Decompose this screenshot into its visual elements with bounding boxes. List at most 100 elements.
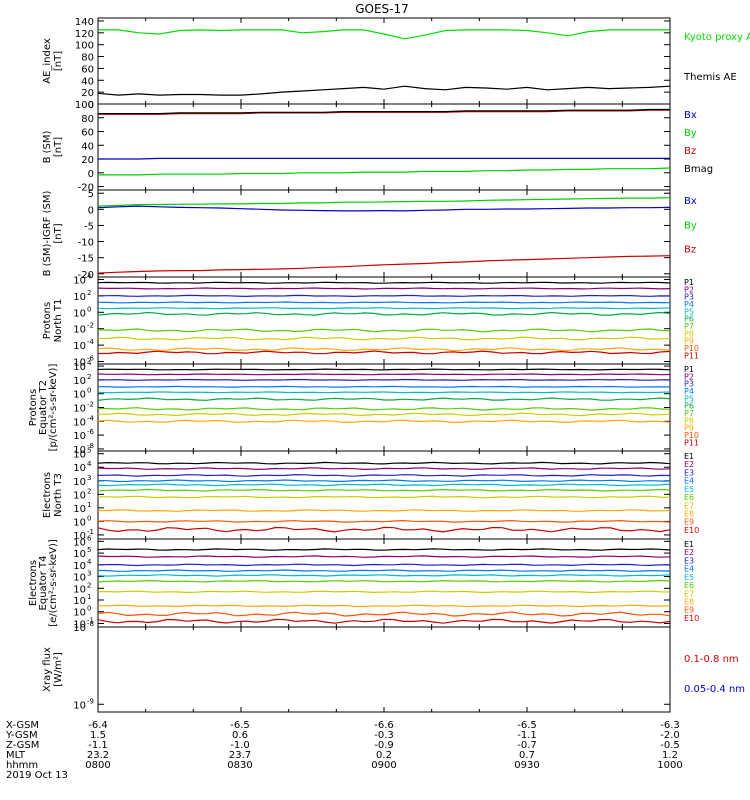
y-axis-label: Electrons (28, 560, 39, 606)
legend-label-e8: E8 (684, 597, 694, 606)
series-line-e9 (97, 519, 671, 523)
y-tick-exponent: 2 (87, 581, 91, 589)
ephemeris-value: 0830 (227, 760, 252, 771)
legend-label-p4: P4 (684, 300, 694, 309)
series-line-p5 (97, 391, 671, 394)
y-axis-label: B (SM) (42, 130, 53, 163)
legend-label-e6: E6 (684, 581, 694, 590)
y-axis-label: B (SM)-IGRF (SM) (42, 191, 53, 277)
series-line-p1 (97, 281, 671, 284)
y-tick-label: 20 (81, 88, 94, 99)
legend-label-p2: P2 (684, 372, 694, 381)
panel-frame (97, 189, 671, 278)
ephemeris-value: -6.3 (660, 720, 680, 731)
legend-label-by: By (684, 128, 697, 139)
panel-frame (97, 103, 671, 191)
y-tick-label: 10 (73, 390, 86, 401)
y-tick-exponent: -4 (87, 414, 95, 422)
y-axis-label: [nT] (53, 137, 64, 157)
y-tick-label: 10 (73, 573, 86, 584)
y-tick-exponent: 4 (87, 359, 92, 367)
ephemeris-value: -6.6 (374, 720, 394, 731)
series-line-e10 (97, 526, 671, 533)
y-tick-label: -5 (84, 221, 94, 232)
panel-frame (97, 276, 671, 365)
y-tick-exponent: -9 (87, 697, 94, 705)
ephemeris-value: 1.5 (90, 730, 106, 741)
y-tick-exponent: -2 (87, 322, 94, 330)
y-tick-exponent: -6 (87, 355, 95, 363)
y-tick-exponent: 5 (87, 447, 91, 455)
series-line-by (97, 197, 671, 207)
ephemeris-value: -0.7 (517, 740, 537, 751)
series-line-p7 (97, 328, 671, 333)
legend-label-bz: Bz (684, 146, 696, 157)
y-axis-label: Equator T2 (38, 380, 49, 435)
legend-label-p4: P4 (684, 387, 694, 396)
series-line-p4 (97, 385, 671, 388)
y-tick-exponent: 0 (87, 605, 91, 613)
ephemeris-label: Y-GSM (5, 730, 38, 741)
legend-label-e10: E10 (684, 526, 699, 535)
legend-label-p9: P9 (684, 424, 694, 433)
y-axis-label: North T3 (53, 473, 64, 517)
ephemeris-value: 0.7 (519, 750, 535, 761)
series-line-e8 (98, 509, 671, 512)
legend-label-p7: P7 (684, 409, 694, 418)
y-tick-label: 80 (81, 53, 94, 64)
y-axis-label: [nT] (53, 51, 64, 71)
y-tick-label: 10 (73, 292, 86, 303)
y-tick-label: 10 (73, 477, 86, 488)
ephemeris-value: 23.2 (87, 750, 109, 761)
series-line-bz (97, 255, 671, 274)
ephemeris-value: 0900 (371, 760, 396, 771)
ephemeris-value: 0.2 (376, 750, 392, 761)
y-tick-exponent: 1 (87, 593, 91, 601)
series-line-p1 (97, 368, 671, 371)
y-tick-label: 10 (73, 445, 86, 456)
y-tick-label: 5 (88, 189, 94, 200)
legend-label-e8: E8 (684, 509, 694, 518)
panel-frame (97, 363, 671, 452)
y-axis-label: [nT] (53, 223, 64, 243)
legend-label-p5: P5 (684, 307, 694, 316)
series-line-p3 (97, 294, 671, 298)
series-line-e1 (97, 461, 671, 465)
y-tick-label: 40 (81, 76, 94, 87)
panel-3: -20 -15 -10 -5 0 5 B (SM)-IGRF (SM) [nT] Bx By Bz (42, 189, 697, 281)
series-line-p2 (97, 373, 671, 376)
y-tick-label: 10 (73, 623, 86, 634)
y-tick-label: -10 (78, 238, 94, 249)
ephemeris-value: -0.5 (660, 740, 680, 751)
legend-label-e7: E7 (684, 589, 694, 598)
legend-label-p8: P8 (684, 416, 694, 425)
y-tick-exponent: 3 (87, 570, 91, 578)
ephemeris-value: -0.9 (374, 740, 394, 751)
ephemeris-value: -6.4 (88, 720, 108, 731)
series-line-p9 (97, 347, 671, 352)
ephemeris-value: -6.5 (517, 720, 537, 731)
legend-label-e5: E5 (684, 485, 694, 494)
series-line-e10 (97, 618, 671, 624)
y-axis-label: [p/(cm²-s-sr-keV)] (48, 364, 59, 452)
y-tick-exponent: 4 (87, 272, 92, 280)
y-tick-exponent: -4 (87, 338, 95, 346)
y-axis-label: Xray flux (42, 647, 53, 692)
legend-label-e3: E3 (684, 468, 694, 477)
y-tick-exponent: 2 (87, 487, 91, 495)
legend-label-p11: P11 (684, 438, 699, 447)
series-line-e9 (97, 611, 671, 617)
legend-label-p1: P1 (684, 365, 694, 374)
y-tick-label: 10 (73, 341, 86, 352)
y-tick-label: 140 (75, 17, 94, 28)
series-line-by (98, 167, 671, 176)
y-axis-label: Electrons (42, 472, 53, 518)
ephemeris-value: 1.2 (662, 750, 678, 761)
y-axis-label: [W/m²] (53, 652, 64, 687)
ephemeris-value: 1000 (657, 760, 682, 771)
